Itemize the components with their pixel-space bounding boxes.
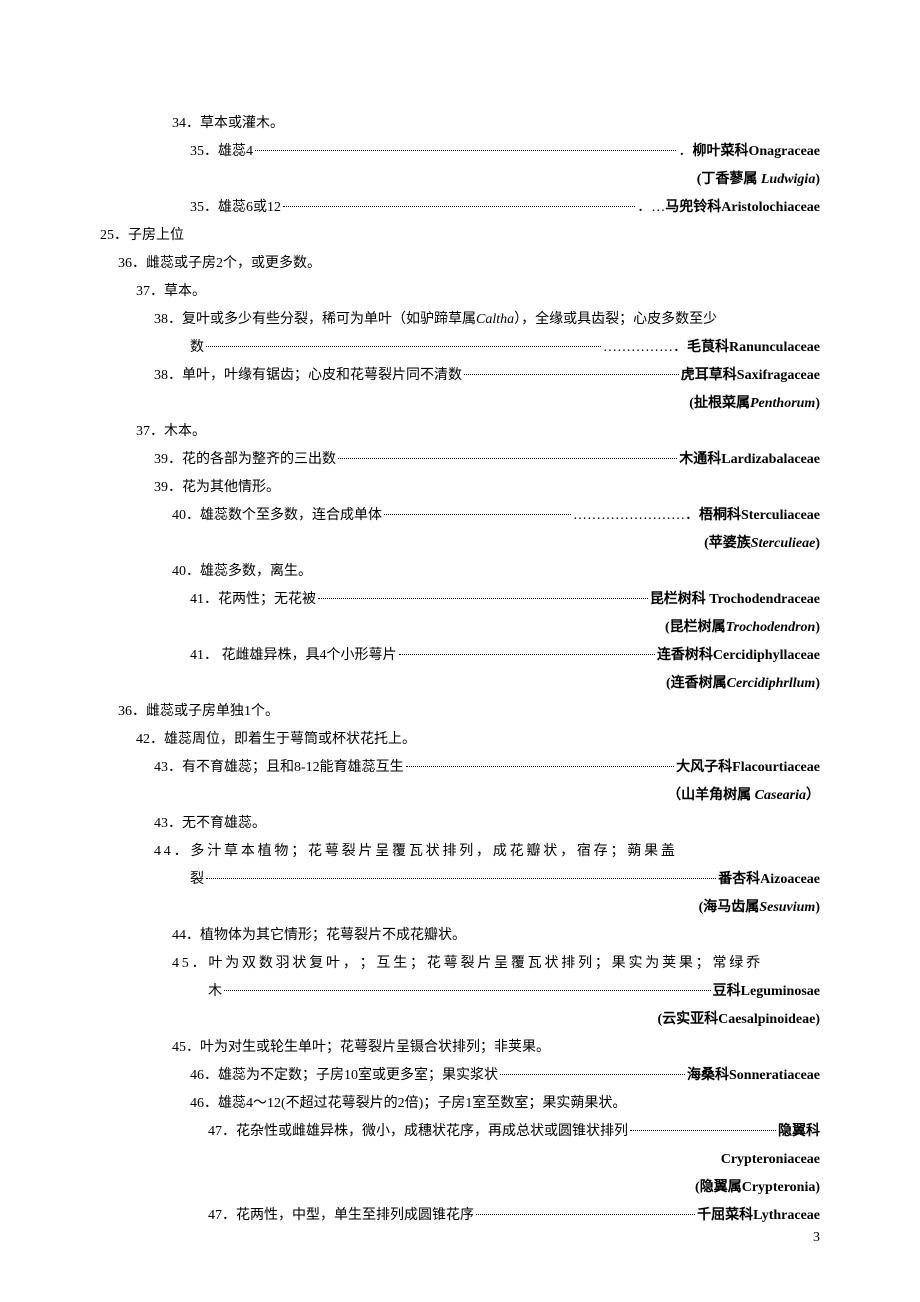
taxon-note: (连香树属Cercidiphrllum) xyxy=(100,670,820,698)
lead-text: 39．花的各部为整齐的三出数 xyxy=(154,446,336,474)
key-line: 39．花为其他情形。 xyxy=(100,474,820,502)
dot-leader xyxy=(464,374,679,375)
lead-text: 47．花两性，中型，单生至排列成圆锥花序 xyxy=(208,1202,474,1230)
key-line: 37．木本。 xyxy=(100,418,820,446)
key-line: 37．草本。 xyxy=(100,278,820,306)
key-line-dotted: 裂 番杏科Aizoaceae xyxy=(100,866,820,894)
taxon-result: 海桑科Sonneratiaceae xyxy=(687,1062,820,1090)
taxon-note: （山羊角树属 Casearia） xyxy=(100,782,820,810)
key-line: 38．复叶或多少有些分裂，稀可为单叶（如驴蹄草属Caltha），全缘或具齿裂；心… xyxy=(100,306,820,334)
key-line-dotted: 39．花的各部为整齐的三出数 木通科Lardizabalaceae xyxy=(100,446,820,474)
key-line-dotted: 40．雄蕊数个至多数，连合成单体 ……………………．梧桐科Sterculiacea… xyxy=(100,502,820,530)
key-line-dotted: 46．雄蕊为不定数；子房10室或更多室；果实浆状 海桑科Sonneratiacea… xyxy=(100,1062,820,1090)
lead-text: 38．单叶，叶缘有锯齿；心皮和花萼裂片同不清数 xyxy=(154,362,462,390)
key-line-dotted: 35．雄蕊6或12 ．…马兜铃科Aristolochiaceae xyxy=(100,194,820,222)
dot-leader xyxy=(384,514,571,515)
lead-text: 47．花杂性或雌雄异株，微小，成穗状花序，再成总状或圆锥状排列 xyxy=(208,1118,628,1146)
taxon-result: ……………．毛茛科Ranunculaceae xyxy=(603,334,820,362)
dot-leader xyxy=(338,458,677,459)
taxon-result: 番杏科Aizoaceae xyxy=(718,866,820,894)
key-line: 42．雄蕊周位，即着生于萼筒或杯状花托上。 xyxy=(100,726,820,754)
taxon-result: 豆科Leguminosae xyxy=(713,978,820,1006)
dot-leader xyxy=(255,150,676,151)
lead-text: 35．雄蕊4 xyxy=(190,138,253,166)
lead-text: 46．雄蕊为不定数；子房10室或更多室；果实浆状 xyxy=(190,1062,498,1090)
dot-leader xyxy=(224,990,711,991)
lead-text: 35．雄蕊6或12 xyxy=(190,194,281,222)
lead-text: 裂 xyxy=(190,866,204,894)
key-line-dotted: 38．单叶，叶缘有锯齿；心皮和花萼裂片同不清数 虎耳草科Saxifragaceae xyxy=(100,362,820,390)
key-line: 44．植物体为其它情形；花萼裂片不成花瓣状。 xyxy=(100,922,820,950)
taxon-result: 连香树科Cercidiphyllaceae xyxy=(657,642,820,670)
taxon-note: (云实亚科Caesalpinoideae) xyxy=(100,1006,820,1034)
lead-text: 41． 花雌雄异株，具4个小形萼片 xyxy=(190,642,397,670)
taxon-result: ．…马兜铃科Aristolochiaceae xyxy=(637,194,820,222)
key-line: 4 5 ． 叶 为 双 数 羽 状 复 叶 ， ； 互 生 ； 花 萼 裂 片 … xyxy=(100,950,820,978)
taxon-note: (扯根菜属Penthorum) xyxy=(100,390,820,418)
taxon-result: ．柳叶菜科Onagraceae xyxy=(678,138,820,166)
dot-leader xyxy=(500,1074,685,1075)
taxon-result: 千屈菜科Lythraceae xyxy=(697,1202,820,1230)
taxon-note: Crypteroniaceae xyxy=(100,1146,820,1174)
dot-leader xyxy=(630,1130,776,1131)
key-line: 45．叶为对生或轮生单叶；花萼裂片呈镊合状排列；非荚果。 xyxy=(100,1034,820,1062)
key-line-dotted: 41． 花雌雄异株，具4个小形萼片 连香树科Cercidiphyllaceae xyxy=(100,642,820,670)
key-line-dotted: 41．花两性；无花被 昆栏树科 Trochodendraceae xyxy=(100,586,820,614)
taxon-note: (苹婆族Sterculieae) xyxy=(100,530,820,558)
dot-leader xyxy=(283,206,635,207)
key-line: 40．雄蕊多数，离生。 xyxy=(100,558,820,586)
taxon-result: 虎耳草科Saxifragaceae xyxy=(681,362,820,390)
key-line: 25．子房上位 xyxy=(100,222,820,250)
key-line: 34．草本或灌木。 xyxy=(100,110,820,138)
dot-leader xyxy=(406,766,674,767)
document-page: 34．草本或灌木。35．雄蕊4 ．柳叶菜科Onagraceae(丁香蓼属 Ludw… xyxy=(0,0,920,1302)
taxon-result: 大风子科Flacourtiaceae xyxy=(676,754,820,782)
lead-text: 43．有不育雄蕊；且和8-12能育雄蕊互生 xyxy=(154,754,404,782)
key-line-dotted: 43．有不育雄蕊；且和8-12能育雄蕊互生 大风子科Flacourtiaceae xyxy=(100,754,820,782)
taxon-note: (丁香蓼属 Ludwigia) xyxy=(100,166,820,194)
key-body: 34．草本或灌木。35．雄蕊4 ．柳叶菜科Onagraceae(丁香蓼属 Ludw… xyxy=(100,110,820,1230)
page-number: 3 xyxy=(813,1224,820,1252)
dot-leader xyxy=(318,598,648,599)
taxon-result: ……………………．梧桐科Sterculiaceae xyxy=(573,502,820,530)
key-line: 46．雄蕊4～12(不超过花萼裂片的2倍)；子房1室至数室；果实蒴果状。 xyxy=(100,1090,820,1118)
key-line: 4 4 ． 多 汁 草 本 植 物 ； 花 萼 裂 片 呈 覆 瓦 状 排 列 … xyxy=(100,838,820,866)
taxon-note: (隐翼属Crypteronia) xyxy=(100,1174,820,1202)
key-line-dotted: 数 ……………．毛茛科Ranunculaceae xyxy=(100,334,820,362)
dot-leader xyxy=(206,346,601,347)
key-line: 36．雌蕊或子房单独1个。 xyxy=(100,698,820,726)
key-line-dotted: 35．雄蕊4 ．柳叶菜科Onagraceae xyxy=(100,138,820,166)
key-line: 43．无不育雄蕊。 xyxy=(100,810,820,838)
taxon-result: 昆栏树科 Trochodendraceae xyxy=(650,586,820,614)
key-line-dotted: 47．花杂性或雌雄异株，微小，成穗状花序，再成总状或圆锥状排列 隐翼科 xyxy=(100,1118,820,1146)
taxon-result: 木通科Lardizabalaceae xyxy=(679,446,820,474)
lead-text: 数 xyxy=(190,334,204,362)
lead-text: 40．雄蕊数个至多数，连合成单体 xyxy=(172,502,382,530)
key-line-dotted: 木 豆科Leguminosae xyxy=(100,978,820,1006)
lead-text: 41．花两性；无花被 xyxy=(190,586,316,614)
lead-text: 木 xyxy=(208,978,222,1006)
dot-leader xyxy=(476,1214,695,1215)
dot-leader xyxy=(206,878,716,879)
key-line: 36．雌蕊或子房2个，或更多数。 xyxy=(100,250,820,278)
taxon-result: 隐翼科 xyxy=(778,1118,820,1146)
taxon-note: (海马齿属Sesuvium) xyxy=(100,894,820,922)
dot-leader xyxy=(399,654,655,655)
key-line-dotted: 47．花两性，中型，单生至排列成圆锥花序 千屈菜科Lythraceae xyxy=(100,1202,820,1230)
taxon-note: (昆栏树属Trochodendron) xyxy=(100,614,820,642)
